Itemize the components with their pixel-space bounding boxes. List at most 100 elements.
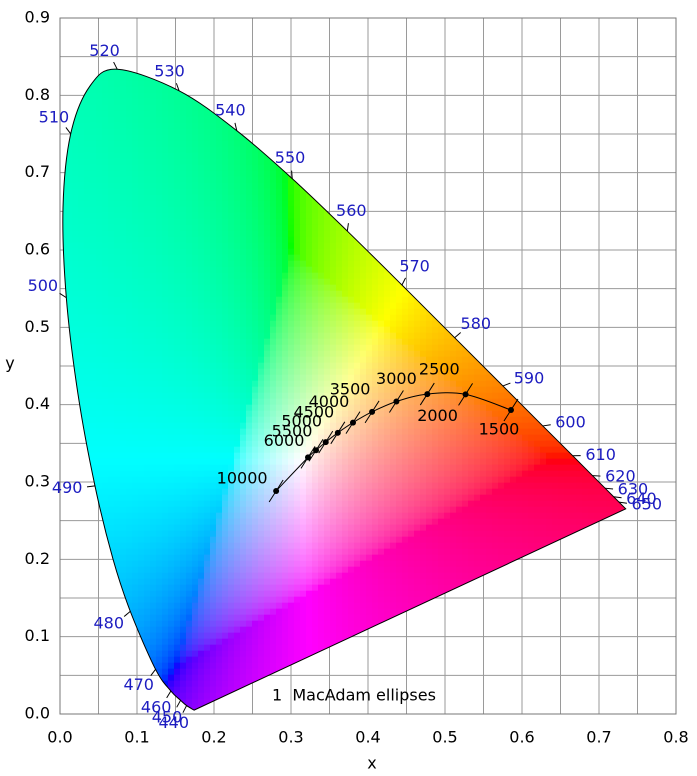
gamut-cell (62, 212, 67, 220)
gamut-cell (144, 230, 151, 238)
gamut-cell (204, 326, 211, 334)
gamut-cell (234, 146, 241, 154)
gamut-cell (150, 146, 157, 154)
gamut-cell (150, 122, 157, 130)
gamut-cell (240, 422, 247, 430)
gamut-cell (198, 272, 205, 280)
gamut-cell (192, 518, 199, 526)
gamut-cell (198, 668, 205, 676)
gamut-cell (204, 434, 211, 442)
gamut-cell (276, 392, 283, 400)
gamut-cell (264, 548, 271, 556)
gamut-cell (120, 236, 127, 244)
gamut-cell (78, 116, 85, 124)
gamut-cell (84, 410, 91, 418)
gamut-cell (186, 104, 193, 112)
gamut-cell (210, 404, 217, 412)
gamut-cell (96, 170, 103, 178)
gamut-cell (318, 452, 325, 460)
gamut-cell (62, 200, 67, 208)
gamut-cell (84, 134, 91, 142)
gamut-cell (222, 326, 229, 334)
gamut-cell (102, 260, 109, 268)
gamut-cell (102, 272, 109, 280)
gamut-cell (132, 188, 139, 196)
gamut-cell (180, 656, 187, 664)
gamut-cell (258, 194, 265, 202)
gamut-cell (108, 170, 115, 178)
gamut-cell (270, 188, 277, 196)
gamut-cell (114, 200, 121, 208)
gamut-cell (102, 212, 109, 220)
gamut-cell (222, 350, 229, 358)
gamut-cell (174, 362, 181, 370)
gamut-cell (300, 572, 307, 580)
gamut-cell (162, 674, 169, 682)
gamut-cell (108, 410, 115, 418)
gamut-cell (228, 392, 235, 400)
gamut-cell (138, 224, 145, 232)
gamut-cell (84, 416, 91, 424)
gamut-cell (210, 362, 217, 370)
gamut-cell (258, 476, 265, 484)
gamut-cell (120, 176, 127, 184)
gamut-cell (168, 614, 175, 622)
gamut-cell (216, 446, 223, 454)
gamut-cell (216, 560, 223, 568)
gamut-cell (288, 296, 295, 304)
gamut-cell (270, 176, 277, 184)
gamut-cell (294, 230, 301, 238)
gamut-cell (234, 236, 241, 244)
gamut-cell (192, 224, 199, 232)
gamut-cell (300, 428, 307, 436)
gamut-cell (234, 644, 241, 652)
gamut-cell (108, 434, 115, 442)
gamut-cell (204, 584, 211, 592)
gamut-cell (216, 128, 223, 136)
gamut-cell (324, 368, 331, 376)
gamut-cell (252, 392, 259, 400)
gamut-cell (150, 254, 157, 262)
gamut-cell (132, 86, 139, 94)
gamut-cell (264, 278, 271, 286)
gamut-cell (150, 608, 157, 616)
gamut-cell (90, 374, 97, 382)
gamut-cell (144, 530, 151, 538)
gamut-cell (144, 560, 151, 568)
gamut-cell (186, 260, 193, 268)
gamut-cell (156, 410, 163, 418)
gamut-cell (96, 200, 103, 208)
gamut-cell (198, 626, 205, 634)
gamut-cell (132, 344, 139, 352)
gamut-cell (174, 236, 181, 244)
gamut-cell (156, 500, 163, 508)
gamut-cell (210, 380, 217, 388)
gamut-cell (90, 86, 97, 94)
gamut-cell (90, 416, 97, 424)
gamut-cell (144, 302, 151, 310)
gamut-cell (222, 542, 229, 550)
gamut-cell (144, 410, 151, 418)
gamut-cell (246, 644, 253, 652)
gamut-cell (204, 422, 211, 430)
gamut-cell (192, 644, 199, 652)
gamut-cell (192, 200, 199, 208)
gamut-cell (156, 320, 163, 328)
gamut-cell (204, 302, 211, 310)
gamut-cell (102, 392, 109, 400)
gamut-cell (168, 554, 175, 562)
gamut-cell (90, 386, 97, 394)
gamut-cell (216, 302, 223, 310)
gamut-cell (216, 470, 223, 478)
gamut-cell (234, 482, 241, 490)
gamut-cell (198, 602, 205, 610)
gamut-cell (222, 602, 229, 610)
gamut-cell (132, 242, 139, 250)
gamut-cell (84, 290, 91, 298)
gamut-cell (216, 578, 223, 586)
gamut-cell (198, 608, 205, 616)
gamut-cell (276, 428, 283, 436)
gamut-cell (258, 488, 265, 496)
gamut-cell (258, 644, 265, 652)
gamut-cell (216, 242, 223, 250)
